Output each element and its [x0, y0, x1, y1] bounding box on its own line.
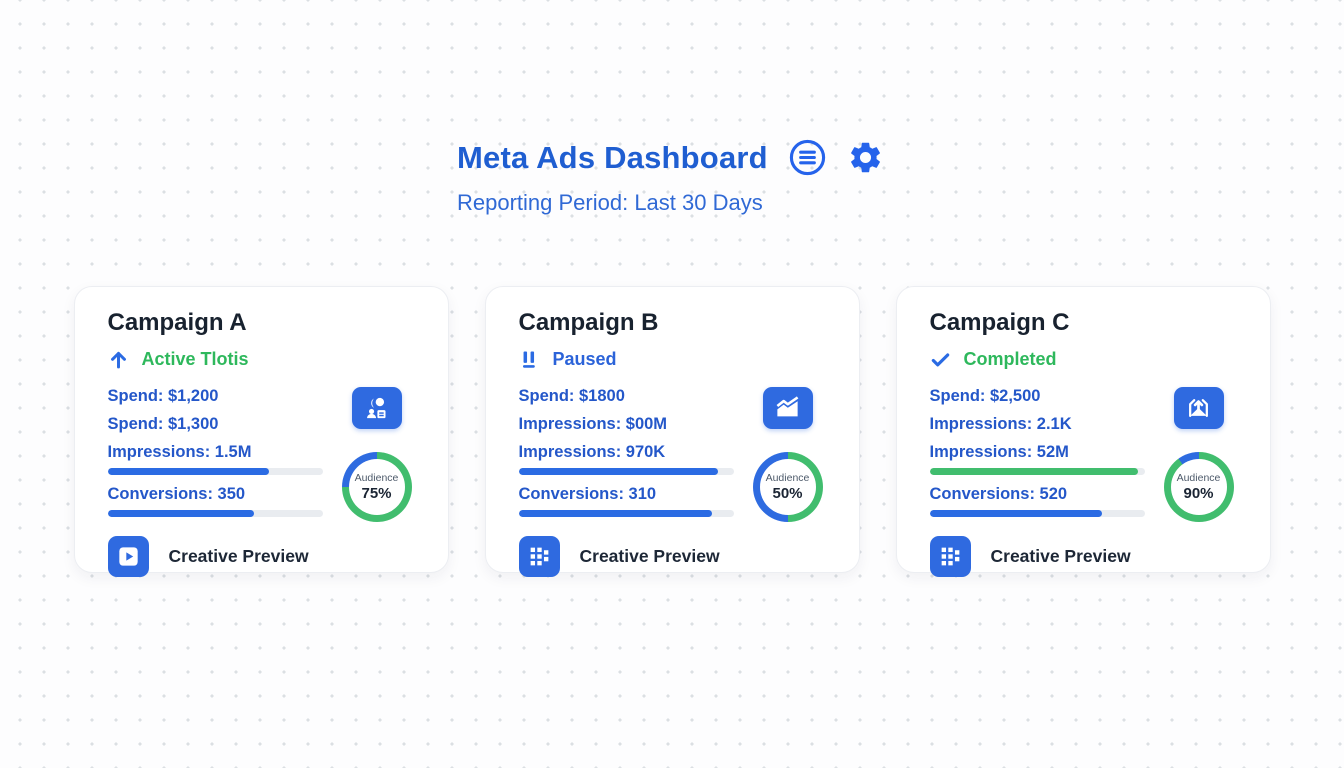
- metric-spend-2: Spend: $1,300: [107, 415, 219, 433]
- conversions-progress-bar: [107, 510, 323, 517]
- creative-preview-label: Creative Preview: [579, 546, 720, 566]
- campaign-card-c[interactable]: Campaign C Completed Spend: $2,500 Impre…: [895, 286, 1271, 577]
- campaign-title: Campaign B: [518, 309, 659, 336]
- gear-icon[interactable]: [847, 139, 884, 176]
- progress-bar-fill: [518, 510, 712, 517]
- area-chart-icon: [762, 387, 813, 429]
- audience-label: Audience: [1176, 471, 1221, 484]
- hamburger-circle-icon[interactable]: [788, 138, 827, 177]
- progress-bar-fill: [929, 510, 1102, 517]
- metrics-column: Spend: $1,200 Spend: $1,300 Impressions:…: [107, 383, 339, 523]
- audience-percent: 50%: [772, 484, 803, 502]
- progress-bar-fill: [107, 510, 254, 517]
- grid-icon: [518, 536, 560, 577]
- status-row: Completed: [930, 349, 1237, 370]
- creative-preview-label: Creative Preview: [168, 546, 309, 566]
- metric-impressions-2: Impressions: 52M: [929, 443, 1069, 461]
- metric-spend: Spend: $1800: [518, 387, 625, 405]
- conversions-progress-bar: [518, 510, 734, 517]
- campaign-title: Campaign C: [929, 309, 1070, 336]
- people-icon: [351, 387, 402, 429]
- donut-center: Audience 50%: [753, 452, 823, 522]
- side-column: Audience 90%: [1161, 383, 1237, 523]
- image-upload-icon: [1173, 387, 1224, 429]
- creative-preview-button[interactable]: Creative Preview: [929, 536, 1237, 577]
- header: Meta Ads Dashboard Reporting Period: Las…: [457, 138, 887, 216]
- audience-donut-chart: Audience 50%: [752, 452, 823, 522]
- metric-impressions-1: Impressions: 2.1K: [929, 415, 1072, 433]
- pause-icon: [519, 349, 540, 370]
- campaign-card-a[interactable]: Campaign A Active Tlotis Spend: $1,200 S…: [73, 286, 449, 577]
- impressions-progress-bar: [518, 468, 734, 475]
- card-body: Spend: $1,200 Spend: $1,300 Impressions:…: [107, 383, 415, 523]
- metric-impressions-1: Impressions: $00M: [518, 415, 668, 433]
- metrics-column: Spend: $1800 Impressions: $00M Impressio…: [518, 383, 750, 523]
- audience-percent: 75%: [361, 484, 392, 502]
- arrow-up-icon: [108, 349, 129, 370]
- status-label: Completed: [963, 349, 1057, 369]
- creative-preview-button[interactable]: Creative Preview: [107, 536, 415, 577]
- audience-label: Audience: [765, 471, 810, 484]
- creative-preview-button[interactable]: Creative Preview: [518, 536, 826, 577]
- play-icon: [107, 536, 149, 577]
- creative-preview-label: Creative Preview: [990, 546, 1131, 566]
- audience-percent: 90%: [1183, 484, 1214, 502]
- metric-conversions: Conversions: 520: [929, 485, 1068, 503]
- metric-conversions: Conversions: 310: [518, 485, 657, 503]
- status-label: Active Tlotis: [141, 349, 249, 369]
- audience-donut-chart: Audience 90%: [1163, 452, 1234, 522]
- side-column: Audience 75%: [339, 383, 415, 523]
- grid-icon: [929, 536, 971, 577]
- progress-bar-fill: [107, 468, 269, 475]
- status-label: Paused: [552, 349, 617, 369]
- page-title: Meta Ads Dashboard: [457, 139, 768, 175]
- campaign-cards-row: Campaign A Active Tlotis Spend: $1,200 S…: [0, 286, 1344, 577]
- progress-bar-fill: [518, 468, 719, 475]
- progress-bar-fill: [929, 468, 1139, 475]
- card-body: Spend: $2,500 Impressions: 2.1K Impressi…: [929, 383, 1237, 523]
- reporting-period-subtitle: Reporting Period: Last 30 Days: [457, 190, 763, 215]
- campaign-title: Campaign A: [107, 309, 247, 336]
- title-row: Meta Ads Dashboard: [457, 138, 887, 177]
- conversions-progress-bar: [929, 510, 1145, 517]
- metric-impressions-2: Impressions: 970K: [518, 443, 666, 461]
- campaign-card-b[interactable]: Campaign B Paused Spend: $1800 Impressio…: [484, 286, 860, 577]
- metric-spend: Spend: $1,200: [107, 387, 219, 405]
- status-row: Paused: [519, 349, 826, 370]
- check-icon: [930, 349, 951, 370]
- card-body: Spend: $1800 Impressions: $00M Impressio…: [518, 383, 826, 523]
- metrics-column: Spend: $2,500 Impressions: 2.1K Impressi…: [929, 383, 1161, 523]
- metric-impressions: Impressions: 1.5M: [107, 443, 252, 461]
- donut-center: Audience 90%: [1164, 452, 1234, 522]
- status-row: Active Tlotis: [108, 349, 415, 370]
- audience-label: Audience: [354, 471, 399, 484]
- impressions-progress-bar: [929, 468, 1145, 475]
- impressions-progress-bar: [107, 468, 323, 475]
- audience-donut-chart: Audience 75%: [341, 452, 412, 522]
- donut-center: Audience 75%: [342, 452, 412, 522]
- metric-conversions: Conversions: 350: [107, 485, 246, 503]
- side-column: Audience 50%: [750, 383, 826, 523]
- metric-spend: Spend: $2,500: [929, 387, 1041, 405]
